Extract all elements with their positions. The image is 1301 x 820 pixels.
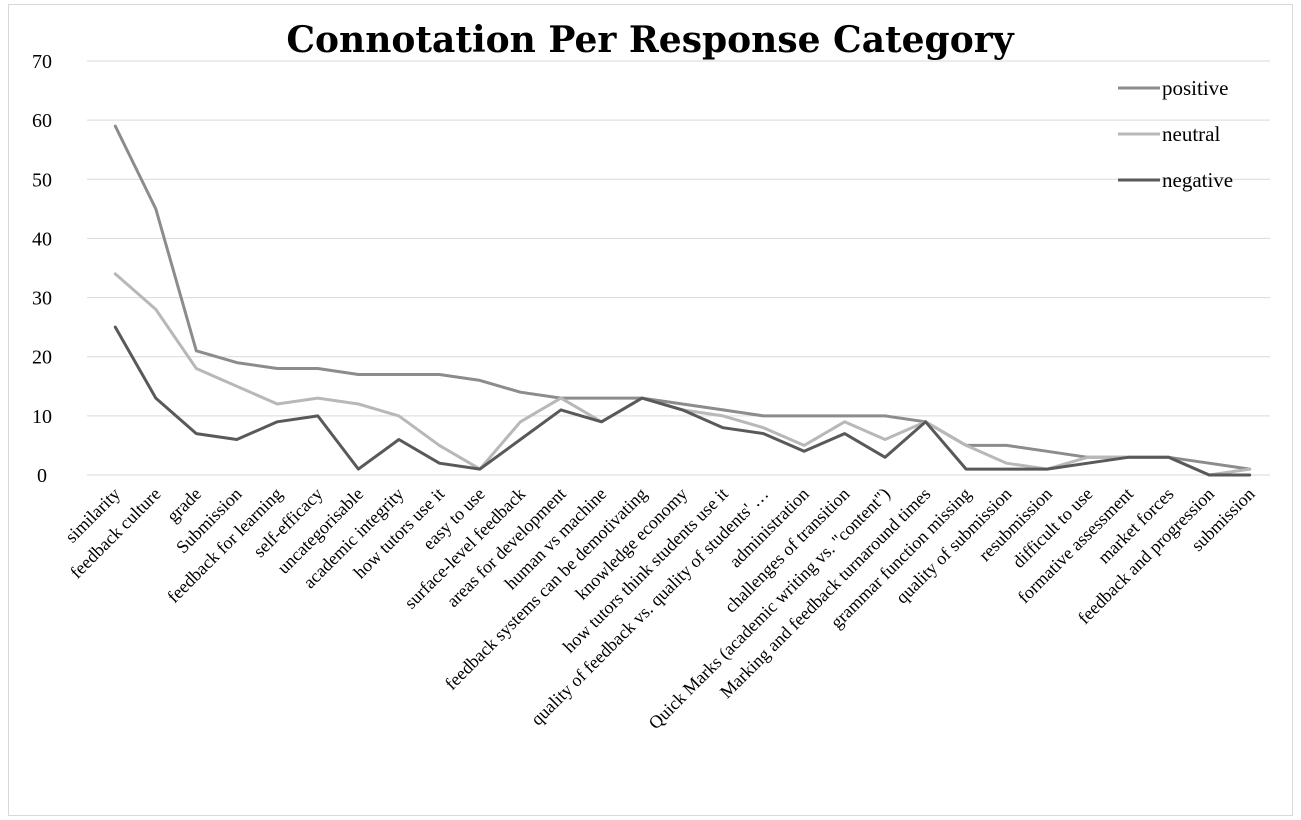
- chart-frame: [8, 4, 1293, 816]
- series-line-neutral: [113, 272, 1252, 477]
- y-axis-ticks: 0 10 20 30 40 50 60 70: [32, 51, 52, 487]
- chart-title: Connotation Per Response Category: [286, 19, 1014, 61]
- legend: positive neutral negative: [1118, 76, 1233, 192]
- y-tick-label: 0: [37, 465, 47, 487]
- y-tick-label: 30: [32, 288, 52, 310]
- y-tick-label: 60: [32, 110, 52, 132]
- y-tick-label: 50: [32, 169, 52, 191]
- legend-label-negative: negative: [1162, 168, 1233, 192]
- gridlines: [87, 60, 1270, 476]
- y-tick-label: 20: [32, 347, 52, 369]
- y-tick-label: 10: [32, 406, 52, 428]
- legend-label-neutral: neutral: [1162, 122, 1220, 146]
- legend-label-positive: positive: [1162, 76, 1229, 100]
- y-tick-label: 70: [32, 51, 52, 73]
- series-line-negative: [113, 325, 1252, 477]
- series-lines: [113, 124, 1252, 477]
- y-tick-label: 40: [32, 228, 52, 250]
- series-line-positive: [113, 124, 1252, 471]
